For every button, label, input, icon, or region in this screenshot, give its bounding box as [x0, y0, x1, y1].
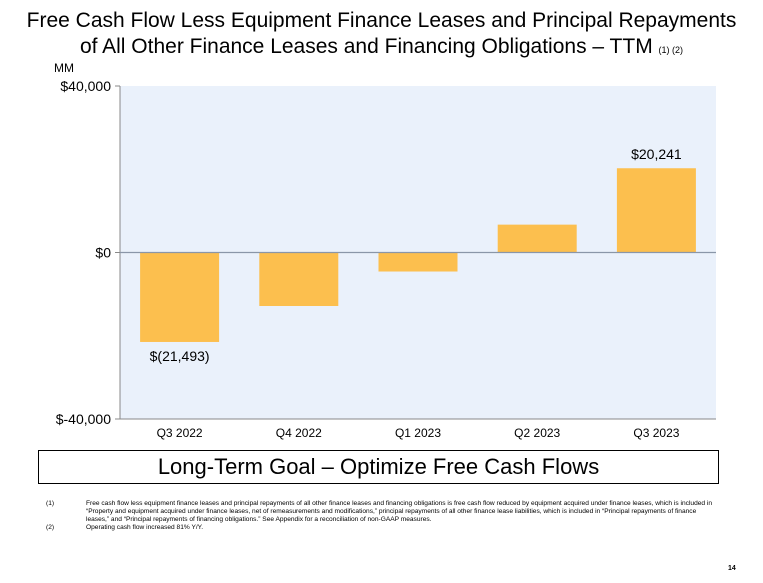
- y-tick-label-2: $-40,000: [56, 411, 111, 427]
- x-tick-label-3: Q2 2023: [514, 426, 560, 440]
- chart-title: Free Cash Flow Less Equipment Finance Le…: [0, 8, 763, 63]
- bar-q4-2022: [259, 252, 339, 306]
- title-line-2-text: of All Other Finance Leases and Financin…: [79, 35, 653, 58]
- long-term-goal-box: Long-Term Goal – Optimize Free Cash Flow…: [38, 450, 719, 484]
- x-tick-label-1: Q4 2022: [276, 426, 322, 440]
- footnotes: (1) Free cash flow less equipment financ…: [46, 500, 716, 532]
- x-tick-label-4: Q3 2023: [633, 426, 679, 440]
- y-ticks: $40,000 $0 $-40,000: [56, 78, 120, 427]
- page-number: 14: [728, 565, 736, 572]
- bar-chart: MM $40,000 $0 $-40,000 $(21,493) $20,241 Q3…: [54, 61, 716, 440]
- x-tick-label-0: Q3 2022: [157, 426, 203, 440]
- x-tick-labels: Q3 2022 Q4 2022 Q1 2023 Q2 2023 Q3 2023: [157, 426, 680, 440]
- y-tick-label-0: $40,000: [60, 78, 111, 94]
- footnote-2-text: Operating cash flow increased 81% Y/Y.: [86, 524, 204, 531]
- footnote-2: (2) Operating cash flow increased 81% Y/…: [46, 524, 716, 532]
- bar-q1-2023: [378, 252, 458, 272]
- title-line-2: of All Other Finance Leases and Financin…: [0, 34, 763, 63]
- data-label-4: $20,241: [631, 146, 682, 162]
- bar-q3-2022: [140, 252, 220, 342]
- footnote-1: (1) Free cash flow less equipment financ…: [46, 500, 716, 524]
- data-labels: $(21,493) $20,241: [150, 146, 682, 364]
- bar-q2-2023: [497, 224, 577, 253]
- footnote-1-number: (1): [46, 500, 55, 507]
- unit-label: MM: [54, 61, 74, 75]
- title-line-1: Free Cash Flow Less Equipment Finance Le…: [26, 9, 737, 32]
- x-tick-label-2: Q1 2023: [395, 426, 441, 440]
- data-label-0: $(21,493): [150, 348, 210, 364]
- bars: [140, 168, 696, 342]
- bar-q3-2023: [616, 168, 696, 253]
- y-tick-label-1: $0: [95, 245, 111, 261]
- footnote-2-number: (2): [46, 524, 55, 531]
- title-footnote-refs: (1) (2): [658, 45, 684, 55]
- long-term-goal-text: Long-Term Goal – Optimize Free Cash Flow…: [157, 454, 600, 479]
- footnote-1-text: Free cash flow less equipment finance le…: [86, 500, 713, 523]
